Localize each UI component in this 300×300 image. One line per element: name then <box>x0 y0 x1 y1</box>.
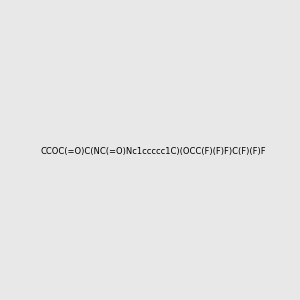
Text: CCOC(=O)C(NC(=O)Nc1ccccc1C)(OCC(F)(F)F)C(F)(F)F: CCOC(=O)C(NC(=O)Nc1ccccc1C)(OCC(F)(F)F)C… <box>41 147 267 156</box>
